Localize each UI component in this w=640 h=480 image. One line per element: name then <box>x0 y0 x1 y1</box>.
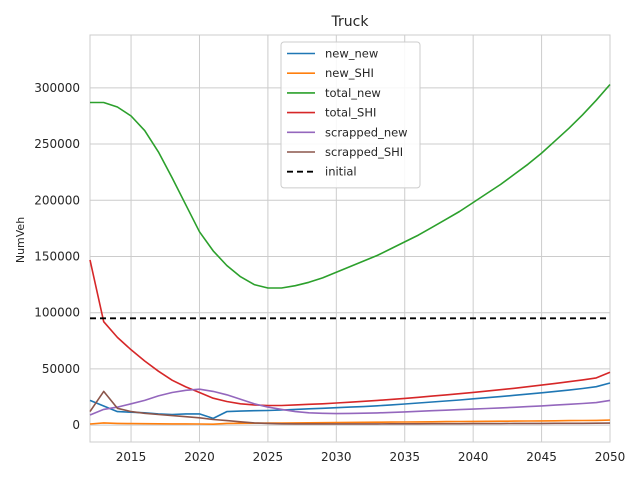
series-line-new-new <box>89 382 611 420</box>
y-tick-label: 0 <box>72 418 80 432</box>
series-line-total-new <box>90 83 611 289</box>
y-tick-label: 300000 <box>34 81 80 95</box>
x-tick-label: 2030 <box>321 450 352 464</box>
series-line-new-SHI <box>89 419 611 426</box>
x-tick-label: 2050 <box>595 450 626 464</box>
y-tick-label: 150000 <box>34 249 80 263</box>
x-tick-label: 2020 <box>184 450 215 464</box>
legend-label: total_new <box>325 86 381 100</box>
legend-label: total_SHI <box>325 106 376 120</box>
legend-label: new_SHI <box>325 66 374 80</box>
legend-label: scrapped_new <box>325 125 408 139</box>
x-tick-label: 2015 <box>116 450 147 464</box>
y-tick-label: 250000 <box>34 137 80 151</box>
legend-label: initial <box>325 165 357 179</box>
y-axis-label: NumVeh <box>14 217 27 263</box>
series-line-scrapped-SHI <box>89 390 611 425</box>
series-line-total-SHI <box>89 259 611 407</box>
legend-label: scrapped_SHI <box>325 145 403 159</box>
plot-frame <box>89 34 611 443</box>
x-tick-label: 2025 <box>253 450 284 464</box>
legend-box <box>280 41 421 189</box>
chart-title: Truck <box>331 14 370 30</box>
series-line-scrapped-new <box>89 388 611 416</box>
x-tick-label: 2045 <box>526 450 557 464</box>
plot-area: 2015 2020 2025 2030 2035 2040 2045 2050 0 50000 10… <box>34 34 626 464</box>
x-tick-label: 2035 <box>389 450 420 464</box>
y-tick-label: 50000 <box>42 362 80 376</box>
y-tick-label: 100000 <box>34 306 80 320</box>
legend-label: new_new <box>325 47 378 61</box>
y-tick-label: 200000 <box>34 193 80 207</box>
x-tick-label: 2040 <box>458 450 489 464</box>
